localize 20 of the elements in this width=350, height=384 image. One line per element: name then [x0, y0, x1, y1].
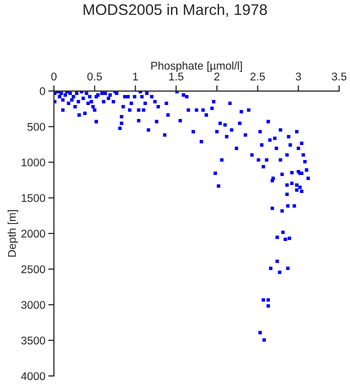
x-tick-label: 1.5: [169, 72, 184, 80]
x-axis-title: Phosphate [µmol/l]: [151, 61, 242, 72]
x-tick-label: 0.5: [87, 72, 102, 80]
chart-title: MODS2005 in March, 1978: [84, 4, 267, 17]
x-tick-label: 2.5: [250, 72, 265, 80]
x-tick-label: 2: [214, 72, 220, 80]
x-tick-label: 1: [133, 72, 138, 80]
y-tick-label: 3000: [21, 300, 46, 309]
y-tick-label: 3500: [21, 336, 46, 344]
y-axis-title: Depth [m]: [8, 210, 18, 257]
y-tick-label: 1500: [22, 194, 46, 202]
y-tick-label: 500: [27, 122, 46, 131]
x-tick-label: 3.5: [332, 72, 346, 80]
y-tick-label: 4000: [21, 372, 46, 380]
y-tick-label: 2500: [21, 265, 46, 274]
y-tick-label: 2000: [21, 230, 46, 238]
y-tick-label: 0: [40, 87, 46, 96]
y-tick-label: 1000: [22, 158, 46, 166]
x-tick-label: 3: [296, 72, 301, 80]
x-tick-label: 0: [51, 72, 57, 80]
